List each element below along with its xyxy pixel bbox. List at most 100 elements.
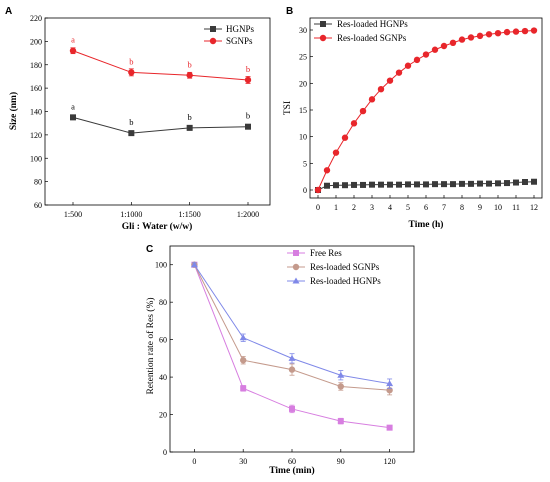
x-tick-label: 0 — [192, 457, 196, 466]
data-point — [396, 181, 402, 188]
data-point — [485, 31, 493, 38]
data-point — [494, 30, 502, 37]
panel-a-x-axis-label: Gli : Water (w/w) — [122, 221, 193, 232]
x-tick-label: 120 — [384, 457, 396, 466]
data-point — [422, 51, 430, 58]
data-point — [360, 181, 366, 188]
data-point — [522, 179, 528, 185]
legend-label-free-res: Free Res — [310, 248, 342, 258]
data-point — [288, 366, 296, 373]
x-tick-label: 6 — [424, 203, 428, 212]
data-point — [486, 180, 492, 187]
legend-label-res-hgnps: Res-loaded HGNPs — [337, 19, 408, 29]
x-tick-label: 2 — [352, 203, 356, 212]
y-tick-label: 80 — [34, 178, 42, 187]
y-tick-label: 20 — [299, 79, 307, 88]
data-point — [468, 180, 474, 187]
y-tick-label: 140 — [30, 108, 42, 117]
data-point — [244, 76, 252, 84]
significance-letter: b — [188, 59, 192, 69]
data-point — [531, 178, 537, 185]
data-point — [387, 181, 393, 188]
x-tick-label: 1:1500 — [179, 210, 201, 219]
y-tick-label: 200 — [30, 37, 42, 46]
data-point — [512, 28, 520, 35]
x-tick-label: 8 — [460, 203, 464, 212]
data-point — [504, 180, 510, 187]
legend-label-res-hgnps-c: Res-loaded HGNPs — [310, 276, 381, 286]
data-point — [521, 27, 529, 35]
significance-letter: a — [71, 35, 75, 45]
x-tick-label: 9 — [478, 203, 482, 212]
data-point — [431, 46, 439, 53]
panel-c: C Time (min) Retention rate of Res (%) 0… — [145, 244, 415, 476]
y-tick-label: 25 — [299, 53, 307, 62]
data-point — [386, 424, 393, 431]
data-point — [337, 418, 344, 425]
legend-marker-res-hgnps-c — [292, 277, 300, 284]
data-point — [449, 39, 457, 46]
series-line-hgnps — [72, 116, 249, 134]
x-tick-label: 5 — [406, 203, 410, 212]
legend-marker-res-hgnps — [320, 21, 326, 27]
legend-label-res-sgnps-c: Res-loaded SGNPs — [310, 262, 380, 272]
x-tick-label: 10 — [494, 203, 502, 212]
data-point — [69, 47, 77, 54]
data-point — [414, 181, 420, 188]
panel-a-legend: HGNPs SGNPs — [204, 24, 255, 46]
data-point — [245, 123, 251, 130]
data-point — [377, 86, 385, 93]
legend-marker-free-res — [293, 250, 299, 256]
data-point — [186, 124, 193, 131]
y-tick-label: 40 — [159, 373, 167, 382]
data-point — [289, 405, 295, 412]
data-point — [239, 334, 247, 341]
x-tick-label: 90 — [337, 457, 345, 466]
data-point — [359, 107, 367, 115]
y-tick-label: 120 — [30, 131, 42, 140]
data-point — [386, 77, 394, 84]
data-point — [432, 181, 438, 188]
y-tick-label: 30 — [299, 26, 307, 35]
data-point — [495, 180, 501, 187]
significance-letter: b — [246, 111, 250, 121]
x-tick-label: 1:500 — [64, 210, 82, 219]
data-point — [467, 34, 475, 41]
panel-b-plot-frame — [309, 17, 543, 199]
panel-c-label: C — [146, 244, 153, 255]
legend-label-hgnps: HGNPs — [226, 24, 255, 34]
data-point — [404, 62, 412, 69]
x-tick-label: 1:2000 — [237, 210, 259, 219]
data-point — [240, 357, 247, 364]
y-tick-label: 15 — [299, 106, 307, 115]
panel-c-y-axis-label: Retention rate of Res (%) — [145, 297, 156, 394]
y-tick-label: 60 — [159, 336, 167, 345]
x-tick-label: 4 — [388, 203, 392, 212]
panel-a-label: A — [5, 6, 12, 17]
y-tick-label: 160 — [30, 84, 42, 93]
data-point — [440, 42, 448, 50]
legend-marker-res-sgnps — [319, 34, 327, 42]
legend-label-res-sgnps: Res-loaded SGNPs — [337, 33, 407, 43]
data-point — [70, 114, 76, 121]
data-point — [441, 181, 447, 188]
data-point — [314, 186, 322, 194]
x-tick-label: 0 — [316, 203, 320, 212]
data-point — [450, 181, 456, 188]
panel-a-plot-area: 60 80 100 120 140 160 180 200 220 1:500 1:1000 1:15… — [30, 14, 259, 219]
data-point — [405, 181, 411, 188]
y-tick-label: 100 — [155, 261, 167, 270]
legend-marker-sgnps — [209, 37, 217, 45]
data-point — [378, 181, 384, 188]
significance-letter: a — [71, 101, 75, 111]
legend-marker-hgnps — [210, 26, 216, 32]
data-point — [369, 181, 375, 188]
data-point — [386, 380, 394, 387]
panel-a-plot-frame — [44, 17, 271, 206]
data-point — [332, 149, 340, 156]
y-tick-label: 180 — [30, 61, 42, 70]
y-tick-label: 0 — [303, 186, 307, 195]
data-point — [350, 120, 358, 127]
